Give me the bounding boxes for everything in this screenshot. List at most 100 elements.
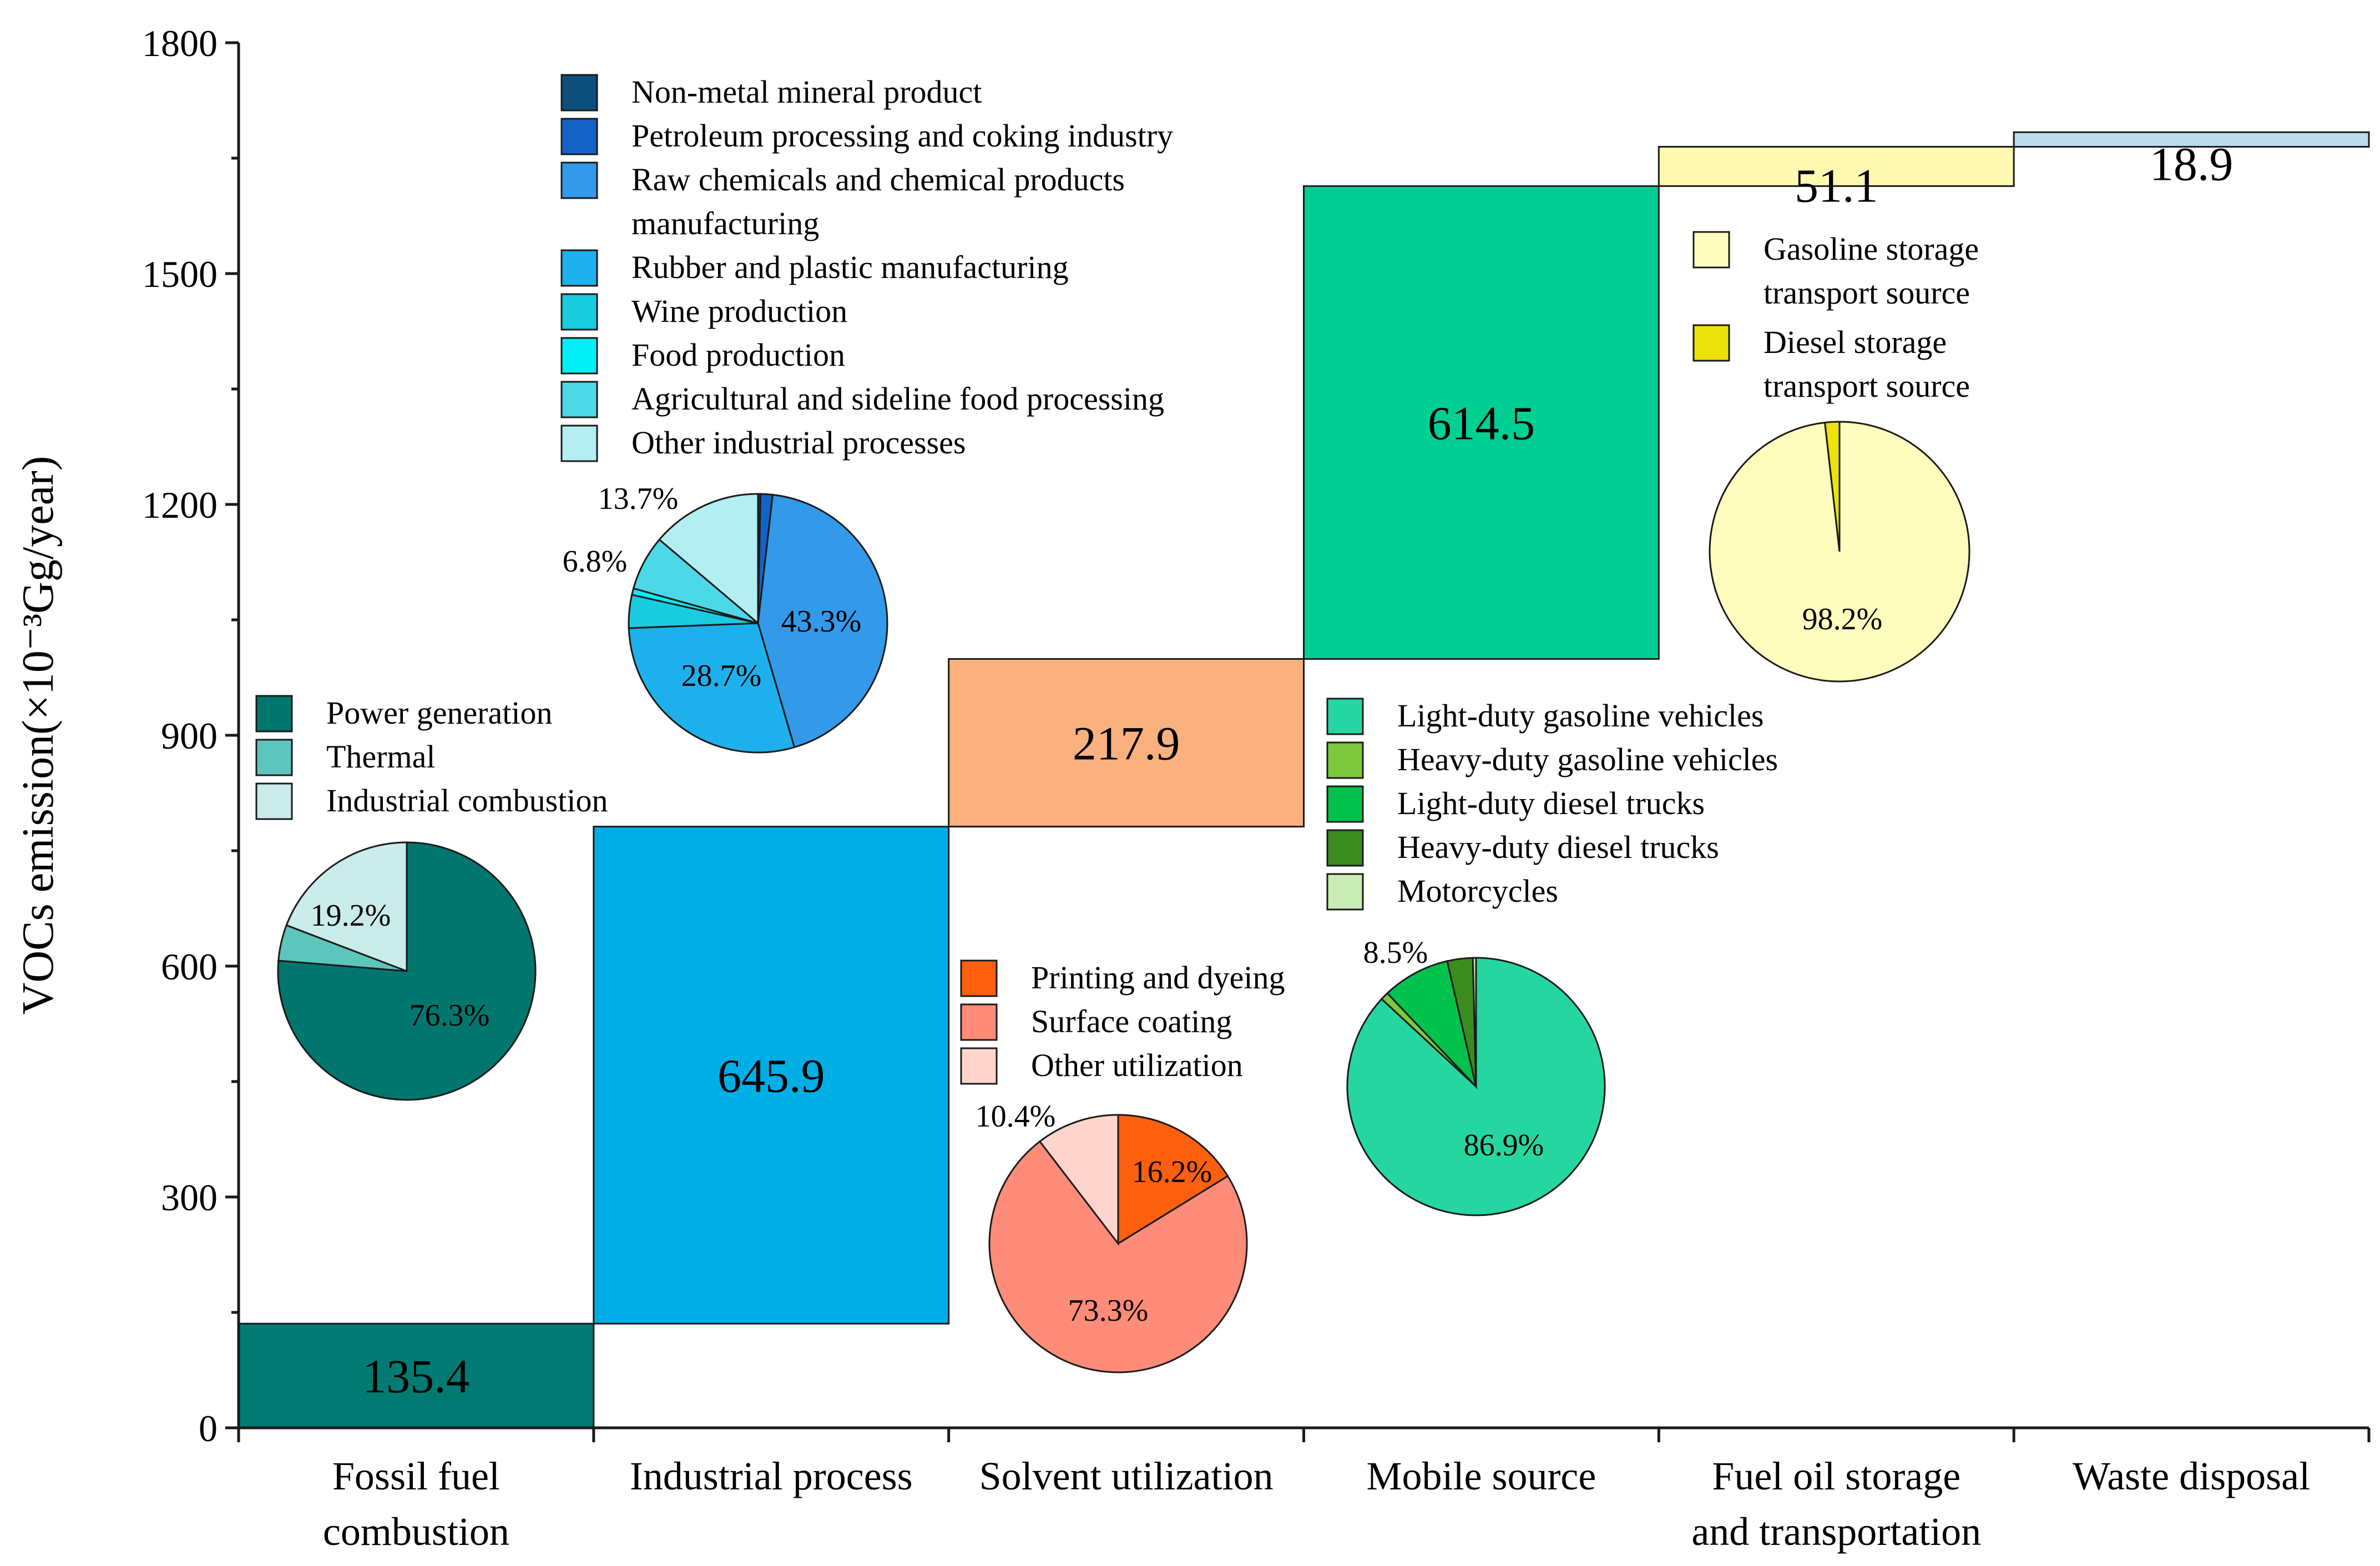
legend-2-swatch-2: [560, 118, 598, 155]
legend-4-label: Heavy-duty diesel trucks: [1397, 829, 1719, 865]
pie-4: [1346, 957, 1606, 1216]
bar-2: [593, 826, 950, 1325]
legend-5-swatch-1: [1692, 231, 1730, 269]
pie-2-slice-4: [628, 622, 796, 754]
bar-value-label-5: 51.1: [1795, 159, 1878, 212]
pie-4-label: 8.5%: [1363, 936, 1428, 970]
bar-3: [948, 658, 1305, 828]
x-category-label: Fuel oil storage: [1712, 1454, 1960, 1498]
legend-2-label: Rubber and plastic manufacturing: [631, 249, 1069, 285]
pie-5-label: 98.2%: [1802, 602, 1883, 636]
legend-5-label: transport source: [1763, 368, 1970, 404]
legend-2-swatch-1: [560, 74, 598, 112]
legend-3-swatch-3: [960, 1047, 998, 1085]
pie-4-slice-5: [1472, 957, 1477, 1087]
legend-2-label: Agricultural and sideline food processin…: [631, 381, 1164, 417]
pie-1-label: 19.2%: [311, 898, 391, 933]
pie-3-slice-2: [988, 1140, 1248, 1373]
legend-3-label: Surface coating: [1031, 1003, 1232, 1039]
bar-value-label-1: 135.4: [362, 1350, 470, 1403]
legend-5-label: Diesel storage: [1763, 324, 1947, 360]
pie-4-label: 86.9%: [1464, 1128, 1544, 1163]
legend-5-label: transport source: [1763, 275, 1970, 311]
legend-3-label: Other utilization: [1031, 1047, 1243, 1083]
pie-2-slice-8: [658, 493, 759, 625]
pie-2-slice-3: [757, 493, 888, 749]
legend-2-label: Raw chemicals and chemical products: [631, 161, 1125, 198]
legend-2-swatch-3: [560, 161, 598, 199]
legend-2-swatch-6: [560, 337, 598, 375]
pie-5-slice-2: [1823, 421, 1841, 552]
x-category-label: Mobile source: [1366, 1454, 1596, 1498]
legend-3-label: Printing and dyeing: [1031, 959, 1285, 996]
legend-4-swatch-4: [1326, 829, 1364, 867]
y-tick-label: 0: [199, 1407, 218, 1449]
x-category-label: Fossil fuel: [332, 1454, 500, 1498]
legend-2-label: Wine production: [631, 293, 847, 329]
legend-1-label: Power generation: [326, 695, 552, 731]
bar-value-label-6: 18.9: [2150, 137, 2234, 190]
bar-value-label-3: 217.9: [1073, 717, 1180, 770]
legend-5-label: Gasoline storage: [1763, 231, 1979, 267]
legend-4-label: Light-duty diesel trucks: [1397, 785, 1705, 821]
y-tick-label: 1500: [142, 253, 218, 295]
x-category-label: and transportation: [1691, 1509, 1981, 1554]
legend-1-swatch-3: [255, 782, 293, 820]
pie-3-label: 16.2%: [1132, 1155, 1212, 1189]
legend-2-label: Food production: [631, 337, 845, 373]
bar-5: [1658, 145, 2015, 187]
legend-2-label: Non-metal mineral product: [631, 74, 982, 110]
y-tick-label: 300: [161, 1176, 218, 1219]
legend-2-label: Petroleum processing and coking industry: [631, 118, 1173, 154]
legend-2-swatch-8: [560, 425, 598, 462]
legend-2-label: manufacturing: [631, 205, 819, 241]
legend-5-swatch-2: [1692, 324, 1730, 362]
x-category-label: Solvent utilization: [979, 1454, 1274, 1498]
pie-3: [988, 1114, 1248, 1373]
bar-value-label-4: 614.5: [1428, 396, 1535, 449]
pie-2-label: 13.7%: [598, 482, 679, 516]
x-category-label: Waste disposal: [2073, 1454, 2310, 1498]
legend-3-swatch-2: [960, 1003, 998, 1041]
bar-1: [238, 1322, 595, 1429]
legend-4-label: Light-duty gasoline vehicles: [1397, 698, 1763, 734]
legend-2-swatch-4: [560, 249, 598, 287]
legend-1-swatch-1: [255, 695, 293, 733]
legend-3-swatch-1: [960, 959, 998, 997]
y-axis-title: VOCs emission(×10⁻³Gg/year): [14, 456, 63, 1015]
y-tick-label: 900: [161, 715, 218, 757]
pie-1-label: 76.3%: [410, 998, 490, 1033]
y-tick-label: 1800: [142, 22, 218, 64]
legend-2-label: Other industrial processes: [631, 425, 966, 461]
legend-4-swatch-3: [1326, 785, 1364, 823]
legend-2-swatch-5: [560, 293, 598, 331]
legend-4-label: Heavy-duty gasoline vehicles: [1397, 741, 1778, 777]
pie-2-label: 28.7%: [681, 659, 762, 693]
x-category-label: Industrial process: [630, 1454, 913, 1498]
legend-4-swatch-1: [1326, 698, 1364, 735]
pie-1-slice-3: [285, 841, 408, 973]
pie-5: [1709, 421, 1970, 683]
pie-3-slice-1: [1117, 1114, 1229, 1245]
pie-3-slice-3: [1038, 1114, 1119, 1246]
legend-4-swatch-2: [1326, 741, 1364, 779]
bar-6: [2013, 131, 2370, 148]
x-category-label: combustion: [323, 1509, 509, 1554]
legend-4-label: Motorcycles: [1397, 873, 1558, 909]
legend-1-label: Industrial combustion: [326, 782, 608, 819]
legend-2-swatch-7: [560, 381, 598, 418]
pie-3-label: 73.3%: [1068, 1294, 1149, 1328]
bar-4: [1303, 185, 1660, 660]
legend-1-label: Thermal: [326, 739, 435, 775]
legend-4-swatch-5: [1326, 873, 1364, 911]
y-tick-label: 600: [161, 946, 218, 988]
bar-value-label-2: 645.9: [717, 1049, 825, 1102]
pie-2-label: 6.8%: [563, 544, 628, 579]
pie-3-label: 10.4%: [976, 1099, 1056, 1134]
pie-2-label: 43.3%: [781, 604, 862, 639]
pie-1: [277, 841, 537, 1101]
y-tick-label: 1200: [142, 484, 218, 526]
legend-1-swatch-2: [255, 739, 293, 776]
pie-2: [628, 493, 888, 754]
